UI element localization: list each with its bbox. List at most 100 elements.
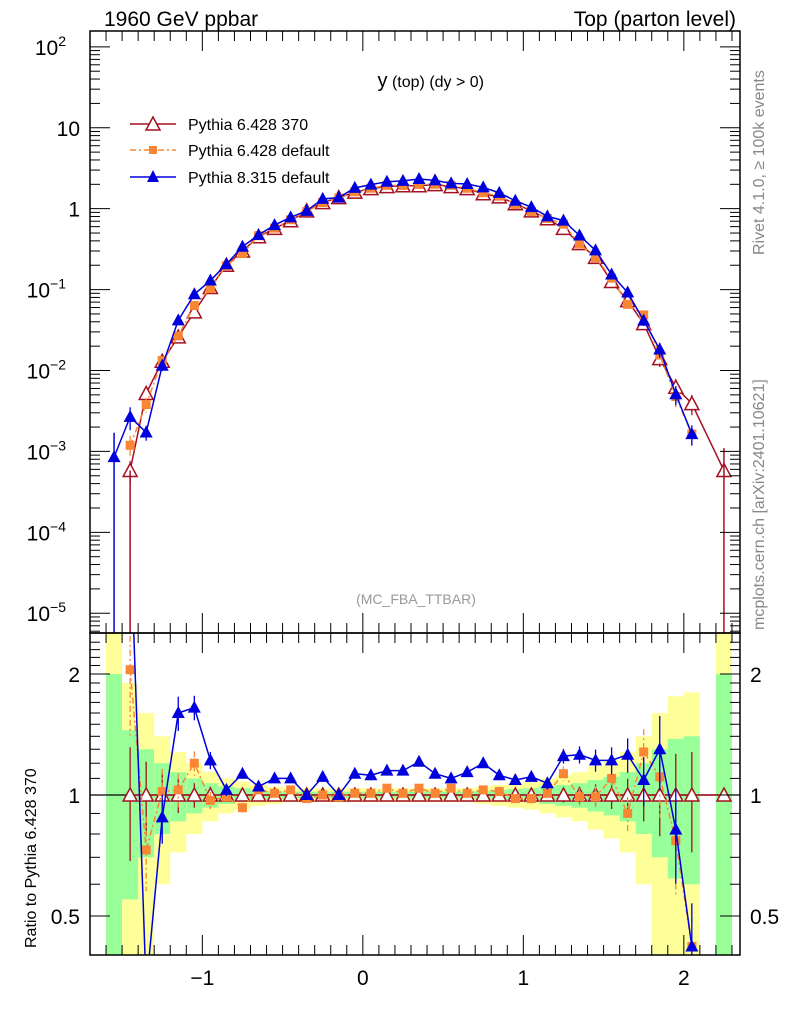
x-tick-label: 0 [357,967,369,990]
open-triangle-marker [170,786,187,802]
open-triangle-marker [137,786,155,802]
ratio-tick-label-left: 1 [68,785,80,808]
y-tick-label: 10−5 [27,599,67,626]
rivet-label: Rivet 4.1.0, ≥ 100k events [751,70,768,255]
x-tick-label: 1 [517,967,529,990]
ratio-tick-label-right: 1 [750,785,762,808]
filled-triangle-marker [428,173,442,186]
open-triangle-marker [474,786,492,802]
legend-item-pythia6-370: Pythia 6.428 370 [130,115,308,134]
filled-triangle-marker [396,173,410,186]
mcplots-label: mcplots.cern.ch [arXiv:2401.10621] [751,379,768,630]
open-triangle-marker [410,786,428,802]
filled-triangle-marker [123,409,137,422]
square-marker [414,783,424,793]
filled-triangle-marker [621,285,635,298]
filled-triangle-marker [492,768,506,781]
filled-triangle-marker [219,782,233,795]
filled-triangle-marker [556,749,570,762]
x-tick-label: −1 [190,967,214,990]
square-marker [575,792,585,802]
main-line-1 [129,183,693,446]
filled-triangle-marker [364,768,378,781]
filled-triangle-marker [171,313,185,326]
square-marker [478,785,488,795]
filled-triangle-marker [380,763,394,776]
filled-triangle-marker [203,273,217,286]
legend-label: Pythia 6.428 370 [188,117,308,134]
filled-triangle-marker [669,822,683,835]
filled-triangle-icon [147,170,159,182]
open-triangle-marker [186,786,203,802]
filled-triangle-marker [428,766,442,779]
y-tick-exponent: −1 [50,276,66,292]
ratio-tick-label-left: 2 [68,664,80,687]
ratio-y-axis-label: Ratio to Pythia 6.428 370 [23,768,40,948]
main-plot-marks [107,172,733,633]
ratio-tick-label-right: 2 [750,664,762,687]
filled-triangle-marker [300,203,314,216]
open-triangle-marker [603,786,620,802]
filled-triangle-marker [589,243,603,256]
legend-label: Pythia 8.315 default [188,170,330,187]
filled-triangle-marker [171,705,185,718]
open-triangle-marker [555,786,572,802]
filled-triangle-marker [316,769,330,782]
square-marker [125,665,135,675]
square-marker [462,788,472,798]
square-marker [286,785,296,795]
square-marker [398,788,408,798]
analysis-label: (MC_FBA_TTBAR) [356,591,476,607]
square-marker [366,788,376,798]
y-tick-label: 1 [68,199,80,222]
plot-title-variable: y [378,70,388,92]
y-tick-label: 10−2 [27,357,67,384]
filled-triangle-marker [653,342,667,355]
filled-triangle-marker [460,177,474,190]
y-tick-exponent: −4 [50,518,66,534]
main-line-0 [129,183,725,471]
legend-item-pythia6-default: Pythia 6.428 default [130,143,330,160]
filled-triangle-marker [573,747,587,760]
open-triangle-icon [144,115,162,131]
filled-triangle-marker [524,200,538,213]
filled-triangle-marker [235,766,249,779]
filled-triangle-marker [316,191,330,204]
plot-title: y (top) (dy > 0) [378,70,484,92]
filled-triangle-marker [284,771,298,784]
filled-triangle-marker [444,176,458,189]
filled-triangle-marker [412,754,426,767]
filled-triangle-marker [300,788,314,801]
square-marker [173,331,183,341]
open-triangle-marker [715,786,733,802]
open-triangle-marker [378,786,396,802]
square-marker [414,179,424,189]
square-marker [125,440,135,450]
filled-triangle-marker [332,788,346,801]
filled-triangle-marker [444,771,458,784]
filled-triangle-marker [605,753,619,766]
square-marker [510,794,520,804]
square-marker [623,808,633,818]
square-marker-icon [149,146,157,154]
filled-triangle-marker [252,228,266,241]
y-tick-label: 10−4 [27,518,67,545]
filled-triangle-marker [268,218,282,231]
filled-triangle-marker [653,742,667,755]
square-marker [639,747,649,757]
filled-triangle-marker [268,771,282,784]
ratio-plot-marks [121,633,733,955]
filled-triangle-marker [364,177,378,190]
filled-triangle-marker [187,287,201,300]
square-marker [157,787,167,797]
legend-item-pythia8-default: Pythia 8.315 default [130,170,330,187]
square-marker [494,787,504,797]
square-marker [173,785,183,795]
filled-triangle-marker [219,257,233,270]
square-marker [270,788,280,798]
filled-triangle-marker [155,810,169,823]
ratio-line-1 [129,669,693,947]
open-triangle-marker [186,303,203,319]
filled-triangle-marker [348,766,362,779]
